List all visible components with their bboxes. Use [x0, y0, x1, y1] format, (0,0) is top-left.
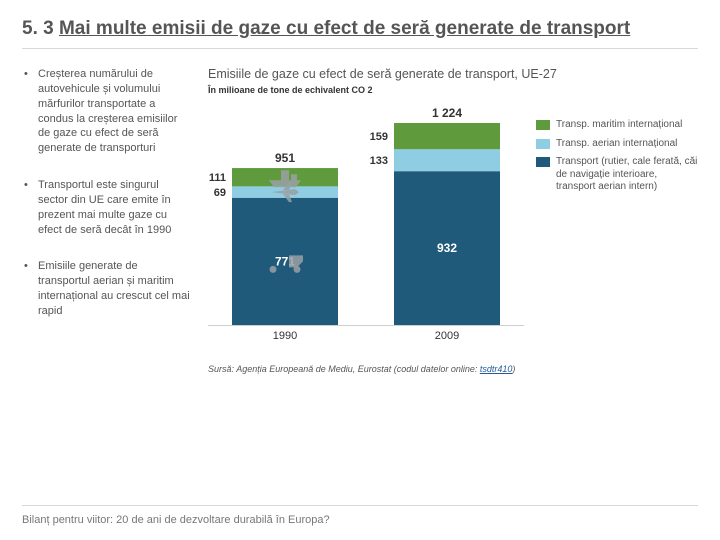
legend-label: Transp. aerian internațional	[556, 138, 677, 151]
footer-divider	[22, 505, 698, 506]
bullet-item: Emisiile generate de transportul aerian …	[30, 259, 190, 318]
bullet-item: Creșterea numărului de autovehicule și v…	[30, 67, 190, 156]
svg-text:159: 159	[370, 131, 388, 143]
source-prefix: Sursă:	[208, 364, 236, 374]
title-prefix: 5. 3	[22, 18, 59, 39]
legend-swatch	[536, 120, 550, 130]
svg-text:1990: 1990	[273, 330, 297, 342]
bullet-column: Creșterea numărului de autovehicule și v…	[22, 67, 190, 374]
svg-text:133: 133	[370, 155, 388, 167]
chart-subtitle: În milioane de tone de echivalent CO 2	[208, 85, 698, 95]
legend-item-aviation: Transp. aerian internațional	[536, 138, 698, 151]
legend-label: Transport (rutier, cale ferată, căi de n…	[556, 156, 698, 194]
svg-text:932: 932	[437, 241, 457, 255]
legend-swatch	[536, 139, 550, 149]
legend-swatch	[536, 157, 550, 167]
legend-item-maritime: Transp. maritim internațional	[536, 119, 698, 132]
source-link[interactable]: tsdtr410	[480, 364, 513, 374]
svg-text:1 224: 1 224	[432, 106, 462, 120]
title-main: Mai multe emisii de gaze cu efect de ser…	[59, 18, 630, 39]
title-divider	[22, 48, 698, 49]
legend-item-land: Transport (rutier, cale ferată, căi de n…	[536, 156, 698, 194]
chart: 7716911195119909321331591 2242009	[208, 105, 524, 350]
chart-title: Emisiile de gaze cu efect de seră genera…	[208, 67, 698, 81]
svg-text:951: 951	[275, 151, 295, 165]
legend-label: Transp. maritim internațional	[556, 119, 682, 132]
footer: Bilanț pentru viitor: 20 de ani de dezvo…	[22, 505, 698, 526]
legend: Transp. maritim internațional Transp. ae…	[536, 105, 698, 350]
svg-text:69: 69	[214, 187, 226, 199]
source-suffix: )	[512, 364, 515, 374]
footer-text: Bilanț pentru viitor: 20 de ani de dezvo…	[22, 514, 698, 526]
svg-text:2009: 2009	[435, 330, 459, 342]
source-text: Agenția Europeană de Mediu, Eurostat (co…	[236, 364, 480, 374]
stacked-bar-chart: 7716911195119909321331591 2242009	[208, 105, 524, 345]
bullet-item: Transportul este singurul sector din UE …	[30, 178, 190, 237]
svg-text:111: 111	[209, 172, 226, 184]
slide-title: 5. 3 Mai multe emisii de gaze cu efect d…	[22, 18, 698, 40]
source-line: Sursă: Agenția Europeană de Mediu, Euros…	[208, 364, 698, 374]
